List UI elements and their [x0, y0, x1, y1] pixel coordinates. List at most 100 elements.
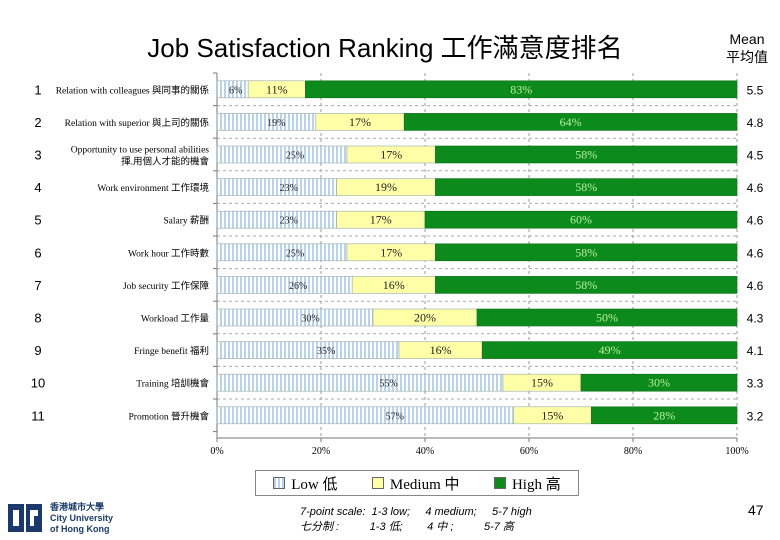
category-label: Training 培訓機會: [136, 378, 209, 390]
data-label-high: 83%: [510, 82, 532, 96]
scale-footnote: 7-point scale: 1-3 low; 4 medium; 5-7 hi…: [300, 505, 532, 535]
data-label-medium: 16%: [383, 278, 405, 292]
bar-high: [476, 308, 738, 327]
data-label-high: 30%: [648, 376, 670, 390]
rank-number: 8: [34, 311, 41, 326]
category-label: 揮.用個人才能的機會: [121, 156, 209, 168]
footnote-line-1: 7-point scale: 1-3 low; 4 medium; 5-7 hi…: [300, 506, 532, 518]
rank-number: 4: [34, 180, 41, 195]
mean-value: 4.3: [747, 312, 764, 326]
university-name-en-2: of Hong Kong: [50, 524, 110, 534]
data-label-low: 30%: [301, 314, 319, 325]
bar-low: [216, 341, 400, 359]
rank-number: 5: [34, 213, 41, 228]
bar-low: [216, 210, 337, 229]
data-label-low: 55%: [379, 379, 397, 390]
mean-value: 4.6: [747, 246, 764, 260]
bar-low: [216, 178, 337, 196]
legend-item-high: High 高: [493, 473, 561, 494]
bar-low: [216, 406, 514, 425]
mean-header: Mean 平均值: [712, 30, 780, 66]
bar-high: [424, 210, 738, 229]
data-label-high: 58%: [575, 278, 597, 292]
category-label: Relation with superior 與上司的關係: [65, 117, 210, 129]
mean-value: 3.3: [747, 377, 764, 391]
bar-low: [216, 373, 504, 392]
data-label-low: 25%: [286, 248, 304, 259]
data-label-high: 50%: [596, 311, 618, 325]
data-label-high: 64%: [560, 115, 582, 129]
data-label-low: 23%: [280, 183, 298, 194]
data-label-high: 28%: [653, 408, 675, 422]
data-label-high: 58%: [575, 148, 597, 162]
category-label: Salary 薪酬: [163, 215, 209, 227]
category-label: Work environment 工作環境: [97, 182, 209, 194]
data-label-medium: 20%: [414, 311, 436, 325]
mean-header-en: Mean: [729, 31, 765, 47]
data-label-low: 35%: [317, 346, 335, 357]
rank-number: 3: [34, 148, 41, 163]
chart-labels: 0% 20% 40% 60% 80% 100% 6% 11% 83% 1 Relation with…: [31, 82, 764, 457]
data-label-low: 23%: [280, 216, 298, 227]
rank-number: 6: [34, 245, 41, 260]
bar-low: [216, 145, 348, 164]
university-name: 香港城市大學 City University of Hong Kong: [50, 502, 113, 535]
rank-number: 11: [31, 408, 45, 423]
legend-swatch-medium: [371, 477, 384, 489]
x-tick-label: 20%: [312, 446, 330, 457]
legend-item-medium: Medium 中: [371, 473, 460, 494]
mean-value: 4.6: [747, 214, 764, 228]
bar-low: [216, 276, 353, 294]
data-label-low: 6%: [229, 85, 242, 96]
mean-header-zh: 平均值: [726, 49, 768, 65]
chart-bars: [216, 80, 738, 425]
data-label-medium: 11%: [266, 82, 288, 96]
bar-low: [216, 243, 348, 262]
x-tick-label: 40%: [416, 446, 434, 457]
chart-title: Job Satisfaction Ranking 工作滿意度排名: [147, 33, 623, 63]
category-label: Job security 工作保障: [123, 280, 210, 292]
bar-high: [435, 243, 738, 262]
x-tick-label: 100%: [725, 446, 748, 457]
rank-number: 7: [34, 278, 41, 293]
legend-item-low: Low 低: [273, 473, 337, 494]
data-label-low: 25%: [286, 151, 304, 162]
category-label: Relation with colleagues 與同事的關係: [56, 84, 210, 96]
data-label-low: 26%: [289, 281, 307, 292]
category-label: Work hour 工作時數: [128, 247, 210, 259]
rank-number: 10: [31, 376, 45, 391]
x-tick-label: 80%: [624, 446, 642, 457]
x-tick-label: 60%: [520, 446, 538, 457]
data-label-high: 58%: [575, 180, 597, 194]
university-logo-icon: [8, 504, 42, 532]
category-label: Fringe benefit 福利: [134, 345, 209, 357]
data-label-medium: 15%: [541, 408, 563, 422]
data-label-medium: 17%: [349, 115, 371, 129]
legend-label-medium: Medium 中: [389, 476, 460, 493]
data-label-low: 19%: [267, 118, 285, 129]
page-number: 47: [748, 502, 764, 518]
legend-swatch-high: [493, 477, 506, 489]
footnote-line-2: 七分制 : 1-3 低; 4 中 ; 5-7 高: [300, 521, 514, 533]
data-label-medium: 17%: [380, 245, 402, 259]
rank-number: 1: [34, 82, 41, 97]
category-label: Promotion 晉升機會: [129, 410, 210, 422]
data-label-high: 49%: [599, 343, 621, 357]
university-name-zh: 香港城市大學: [50, 502, 105, 512]
category-label: Workload 工作量: [141, 313, 210, 325]
mean-value: 4.6: [747, 279, 764, 293]
university-name-en-1: City University: [50, 513, 114, 523]
data-label-medium: 16%: [430, 343, 452, 357]
chart-legend: Low 低 Medium 中 High 高: [255, 470, 579, 496]
data-label-medium: 15%: [531, 376, 553, 390]
mean-value: 4.8: [747, 116, 764, 130]
mean-value: 3.2: [747, 409, 764, 423]
x-tick-label: 0%: [210, 446, 223, 457]
mean-value: 5.5: [747, 83, 764, 97]
legend-label-low: Low 低: [291, 476, 338, 493]
bar-high: [481, 341, 738, 359]
category-label: Opportunity to use personal abilities: [71, 146, 210, 156]
bar-high: [435, 276, 738, 294]
bar-high: [591, 406, 738, 425]
data-label-medium: 17%: [370, 213, 392, 227]
